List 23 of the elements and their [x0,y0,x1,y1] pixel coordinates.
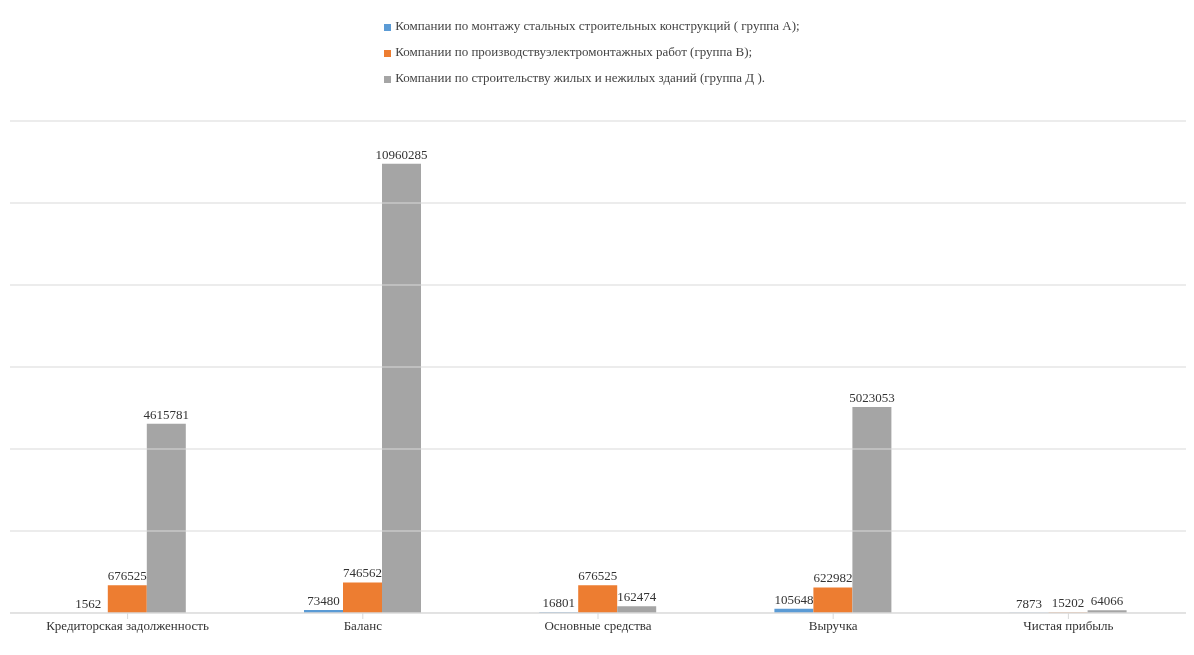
x-tick-label: Основные средства [544,618,652,634]
data-label: 1562 [75,595,102,611]
data-label: 5023053 [849,390,895,406]
data-label: 105648 [774,591,814,607]
data-label: 162474 [617,589,657,605]
data-label: 4615781 [143,406,190,422]
data-label: 15202 [1051,595,1085,611]
data-label: 746562 [343,565,382,581]
data-label: 73480 [307,592,340,608]
x-tick-label: Кредиторская задолженность [46,618,210,634]
legend-label: Компании по монтажу стальных строительных конструкций ( группа А); [395,18,800,33]
x-tick-label: Выручка [808,618,858,634]
legend-label: Компании по строительству жилых и нежилых зданий (группа Д ). [395,70,766,85]
data-label: 676525 [578,568,618,584]
x-tick-label: Баланс [343,618,383,634]
data-label: 64066 [1090,593,1124,609]
data-label: 676525 [107,568,147,584]
x-tick-label: Чистая прибыль [1023,618,1114,634]
legend-label: Компании по производствуэлектромонтажных работ (группа В); [395,44,753,59]
data-label: 10960285 [375,146,428,162]
data-label: 16801 [542,595,575,611]
data-label: 7873 [1016,595,1043,611]
data-label: 622982 [813,570,853,586]
